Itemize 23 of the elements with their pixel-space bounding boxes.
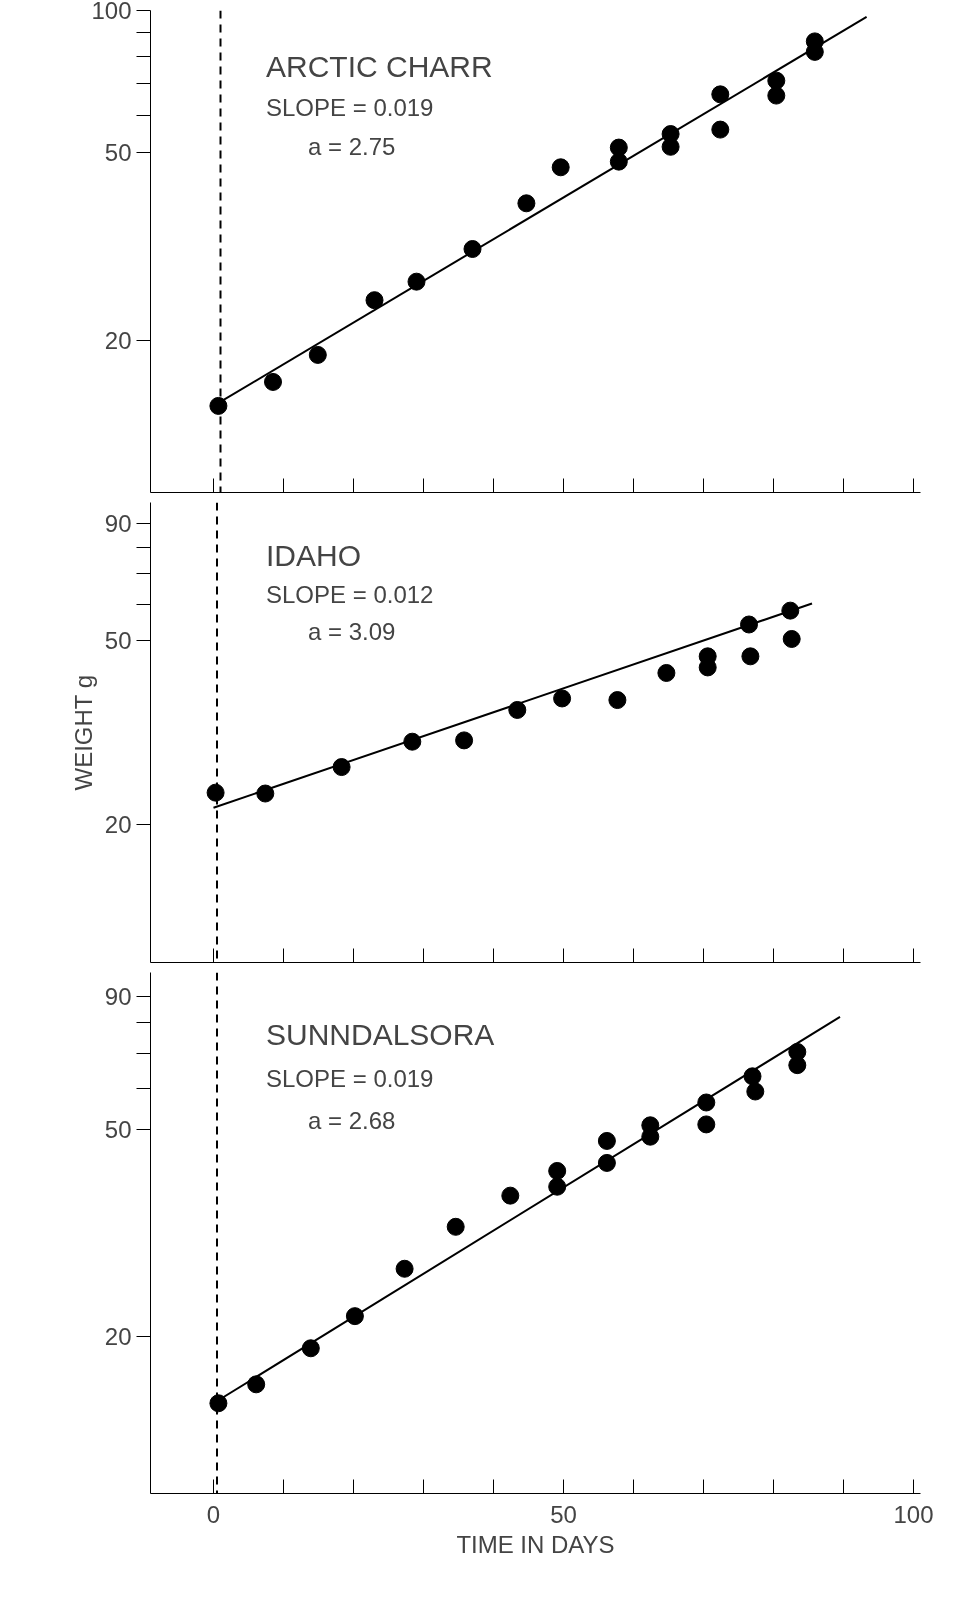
y-tick-label: 100 [91,0,132,24]
text: IDAHO [266,538,362,572]
annotation: a = 2.75 [308,132,396,160]
x-tick-label: 100 [893,1500,934,1528]
y-axis-title: WEIGHT g [69,674,97,791]
y-tick-label: 50 [104,1115,132,1143]
annotation: a = 2.68 [308,1107,396,1135]
x-tick-label: 50 [550,1500,577,1528]
annotation: SLOPE = 0.019 [266,1065,434,1093]
text: ARCTIC CHARR [266,49,493,83]
y-tick-label: 50 [104,138,132,166]
x-axis-title: TIME IN DAYS [456,1530,615,1558]
y-tick-label: 90 [104,982,132,1010]
annotation: a = 3.09 [308,618,396,646]
y-tick-label: 20 [104,810,132,838]
y-tick-label: 90 [104,510,132,538]
x-tick-label: 0 [206,1500,221,1528]
y-tick-label: 20 [104,1323,132,1351]
text: SUNNDALSORA [266,1017,495,1051]
y-tick-label: 20 [104,326,132,354]
y-tick-label: 50 [104,627,132,655]
annotation: SLOPE = 0.019 [266,94,434,122]
annotation: SLOPE = 0.012 [266,581,434,609]
